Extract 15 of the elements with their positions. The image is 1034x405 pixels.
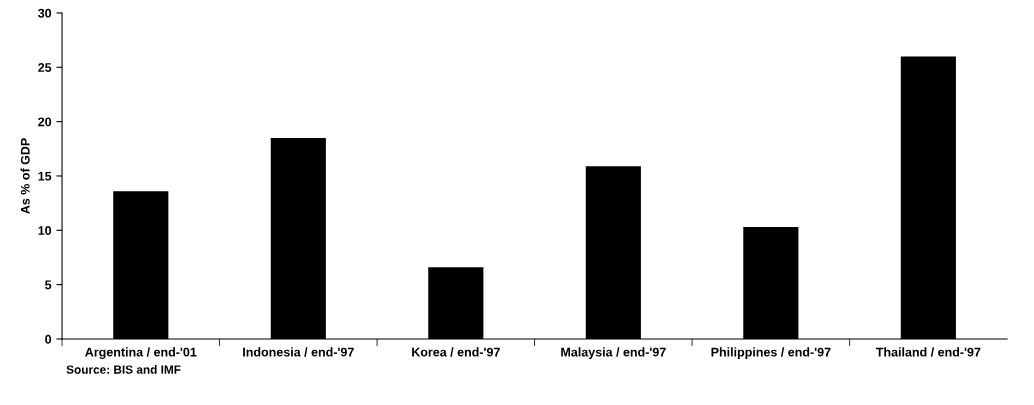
y-tick-label: 15 [38,171,52,181]
x-tick-label: Malaysia / end-'97 [561,347,666,359]
y-tick-label: 5 [45,280,52,290]
x-tick-label: Korea / end-'97 [412,347,500,357]
x-tick-label: Argentina / end-'01 [85,347,197,360]
x-tick-label: Thailand / end-'97 [875,347,981,357]
x-tick-label: Indonesia / end-'97 [243,347,354,357]
y-tick-label: 25 [38,63,52,72]
y-axis-title: As % of GDP [20,138,30,214]
source-note: Source: BIS and IMF [66,365,181,374]
y-tick-label: 20 [38,117,52,127]
x-tick-label: Philippines / end-'97 [711,347,831,359]
y-tick-label: 10 [38,226,52,235]
y-tick-label: 0 [45,334,52,344]
y-tick-label: 30 [38,8,52,18]
